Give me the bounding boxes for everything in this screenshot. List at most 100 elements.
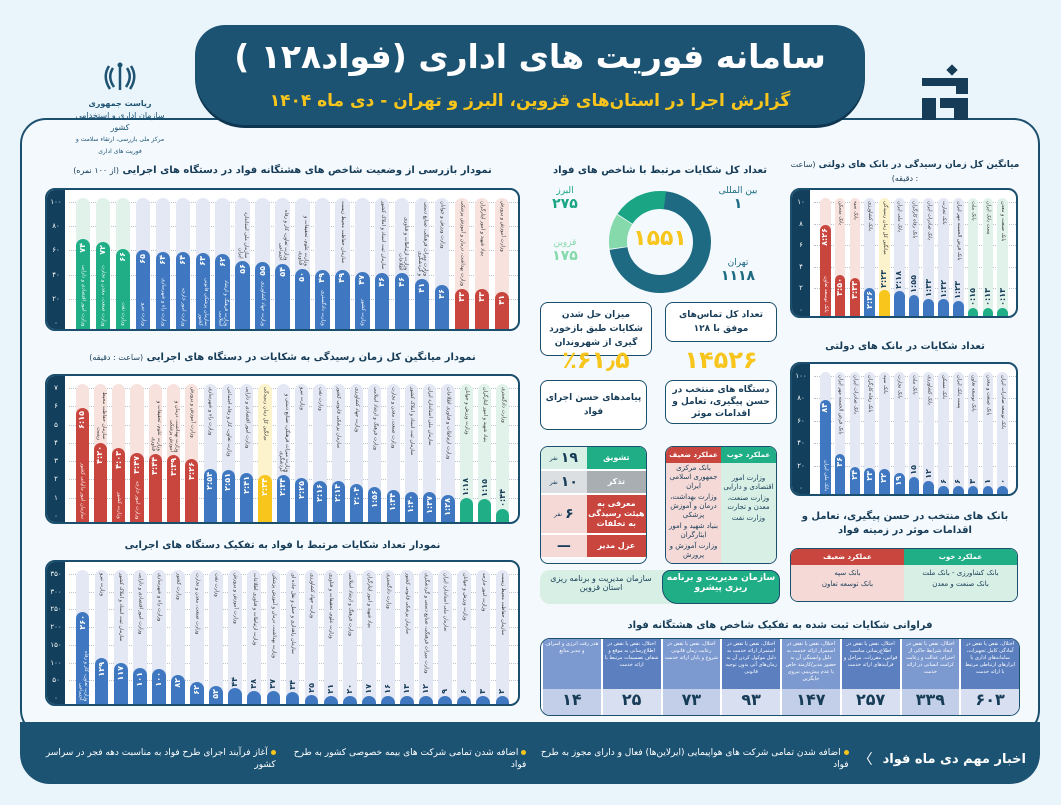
bar-category-label: بانک صادرات ایران xyxy=(926,200,933,240)
frequency-column: اختلال، نقص یا نقض در استمرار ارائه خدمت… xyxy=(780,639,840,715)
bar-category-label: وزارت صنعت، معدن و تجارت xyxy=(100,264,107,326)
bar-value-label: ۳:۵۰ xyxy=(835,277,845,296)
y-tick-label: ۱ xyxy=(54,493,58,502)
gridline xyxy=(69,497,518,499)
bar-track xyxy=(982,372,994,494)
bar-category-label: وزارت نیرو xyxy=(140,302,147,326)
bar-category-label: سازمان ملی استاندارد ایران xyxy=(442,573,449,632)
bar xyxy=(185,459,199,522)
y-tick-label: ۸۰ xyxy=(797,394,805,403)
frequency-indicator: اختلال، نقص یا نقض در استمرار ارائه خدمت… xyxy=(782,639,840,689)
bar-value-label: ۱:۲۸ xyxy=(442,498,452,517)
bar-value-label: ۵۲ xyxy=(211,688,221,699)
bar xyxy=(112,447,126,522)
frequency-column: اختلال، نقص یا نقض در ایجاد شرایط حاکی ا… xyxy=(899,639,960,715)
leading-org-name: سازمان مدیریت و برنامه ریزی استان قزوین xyxy=(550,574,652,592)
outcome-row: عزل مدیر — xyxy=(541,535,646,559)
bar-category-label: وزارت جهاد کشاورزی xyxy=(309,572,316,618)
bar-value-label: ۵۴ xyxy=(277,266,287,277)
banks-good-header: عملکرد خوب xyxy=(904,549,1017,565)
bar xyxy=(864,287,875,316)
bar xyxy=(295,477,309,522)
outcome-row: معرفی به هیئت رسیدگی به تخلفات ۶ نفر xyxy=(541,495,646,535)
gridline xyxy=(69,479,518,481)
bar-value-label: ۱:۴۴ xyxy=(388,493,398,512)
bar-category-label: وزارت نفت xyxy=(317,387,324,411)
bar xyxy=(434,285,450,329)
frequency-value: ۹۳ xyxy=(722,689,780,715)
outcome-count: ۶ xyxy=(565,506,574,522)
bar-value-label: ۴۴ xyxy=(230,676,240,687)
bar-value-label: ۳۷ xyxy=(268,679,278,689)
bar xyxy=(923,480,935,494)
y-tick-label: ۲۰ xyxy=(797,461,805,470)
bar-category-label: بانک ملی ایران xyxy=(896,200,903,232)
bar-track xyxy=(834,372,846,494)
bar-category-label: بانک توسعه تعاون xyxy=(822,276,829,313)
bar-track xyxy=(997,198,1008,316)
news-item[interactable]: آغاز فرآیند اجرای طرح فواد به مناسبت دهه… xyxy=(45,748,276,770)
bar xyxy=(441,495,455,522)
bar xyxy=(982,308,994,316)
bar-track xyxy=(419,570,433,704)
news-item[interactable]: اضافه شدن تمامی شرکت های هواپیمایی (ایرل… xyxy=(540,748,849,770)
bar-track xyxy=(361,570,376,704)
bar xyxy=(335,269,350,329)
emblem-line: ریاست جمهوری xyxy=(88,99,152,108)
bar-track xyxy=(342,570,357,704)
frequency-value: ۲۵ xyxy=(602,689,661,715)
bar-value-label: ۶۶ xyxy=(117,252,127,263)
bar-category-label: وزارت بهداشت، درمان و آموزش پزشکی xyxy=(270,572,277,658)
y-axis xyxy=(47,190,65,329)
total-calls-value: ۱۴۵۲۶ xyxy=(684,346,758,374)
bar-value-label: ۲۱ xyxy=(325,684,335,694)
bar xyxy=(438,696,453,704)
bar xyxy=(295,268,310,329)
bar-value-label: ۹ xyxy=(440,689,450,694)
outcomes-table: تشویق ۱۹ نفر تذکر ۱۰ نفر معرفی به هیئت رسیدگی … xyxy=(540,446,647,564)
frequency-value: ۱۴۷ xyxy=(782,689,840,715)
bar xyxy=(209,685,223,704)
bar-category-label: وزارت صنعت، معدن و تجارت xyxy=(390,386,397,448)
bar xyxy=(285,691,300,704)
bar-category-label: بانک توسعه صادرات ایران xyxy=(1000,375,1007,429)
bar-category-label: بانک تجارت xyxy=(941,201,948,225)
y-tick-label: ۰ xyxy=(54,319,58,327)
outcomes-title: پیامدهای حسن اجرای فواد xyxy=(540,380,647,430)
bar xyxy=(93,442,107,522)
y-tick-label: ۷ xyxy=(54,384,58,392)
bar xyxy=(404,491,418,522)
bar xyxy=(171,674,185,704)
bank-good-item: بانک صنعت و معدن xyxy=(932,580,989,588)
bar-category-label: وزارت ارتباطات و فناوری اطلاعات xyxy=(397,217,409,271)
bar xyxy=(820,399,831,494)
bar-category-label: وزارت ارتباطات و فناوری اطلاعات xyxy=(251,572,258,645)
bar-category-label: وزارت فرهنگ و ارشاد اسلامی xyxy=(347,572,354,636)
bar xyxy=(247,690,262,704)
bar-track xyxy=(441,384,455,522)
bar-value-label: ۲:۱۶ xyxy=(314,483,324,502)
y-tick-label: ۳ xyxy=(54,457,58,466)
agency-good-item: وزارت نفت xyxy=(731,514,766,522)
bar-value-label: ۴۶ xyxy=(397,276,407,287)
bar-track xyxy=(849,372,861,494)
frequency-indicator: اختلال، نقص یا نقض در اطلاع‌رسانی مناسب … xyxy=(841,639,900,689)
news-item[interactable]: اضافه شدن تمامی شرکت های بیمه خصوصی کشور… xyxy=(293,748,527,770)
y-tick-label: ۳۵۰ xyxy=(50,570,62,578)
bar-track xyxy=(209,570,223,704)
agencies-table: عملکرد خوب وزارت امور اقتصادی و دارایی وزا… xyxy=(665,446,777,564)
bar xyxy=(908,295,920,316)
bar xyxy=(494,291,510,329)
bar-value-label: ۶۳ xyxy=(197,256,207,266)
bar-category-label: وزارت بهداشت، درمان و آموزش پزشکی xyxy=(168,400,181,453)
gridline xyxy=(69,250,518,252)
bar-value-label: ۲:۵۴ xyxy=(205,472,215,490)
bar-value-label: ۶۴ xyxy=(157,254,167,265)
y-tick-label: ۰ xyxy=(799,306,803,314)
chevron-left-icon[interactable]: 〉 xyxy=(858,752,873,768)
bar-category-label: بانک مسکن xyxy=(837,200,844,225)
y-tick-label: ۱۰۰ xyxy=(50,658,62,667)
bar-track xyxy=(381,570,395,704)
bar xyxy=(75,407,89,522)
bar-track xyxy=(400,570,414,704)
